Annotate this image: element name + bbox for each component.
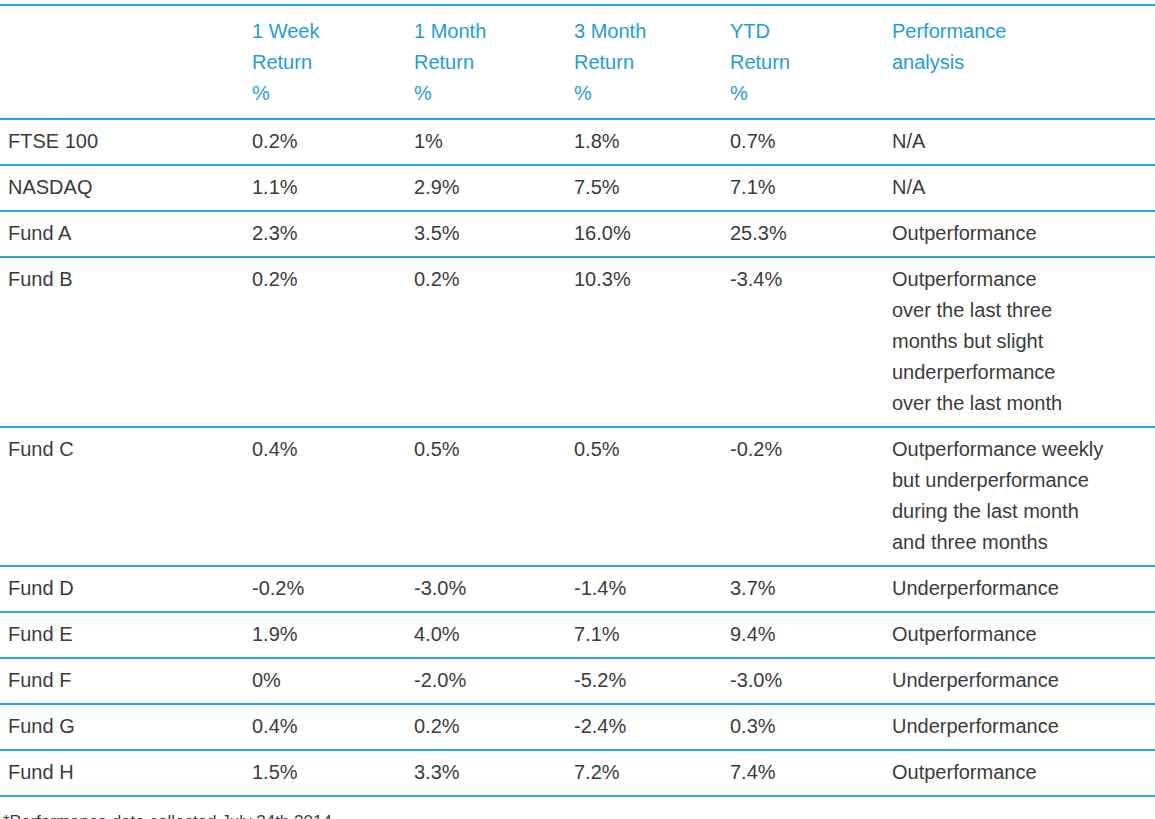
cell-performance-analysis: Outperformance	[892, 612, 1155, 658]
cell-month-return: 0.2%	[414, 704, 574, 750]
cell-week-return: 0.4%	[252, 704, 414, 750]
cell-ytd-return: 25.3%	[730, 211, 892, 257]
cell-3-month-return: 1.8%	[574, 119, 730, 165]
cell-month-return: 0.5%	[414, 427, 574, 566]
cell-ytd-return: 3.7%	[730, 566, 892, 612]
row-label: Fund E	[0, 612, 252, 658]
cell-week-return: 2.3%	[252, 211, 414, 257]
table-row-fund-e: Fund E 1.9% 4.0% 7.1% 9.4% Outperformanc…	[0, 612, 1155, 658]
cell-week-return: 1.9%	[252, 612, 414, 658]
cell-month-return: 3.5%	[414, 211, 574, 257]
cell-week-return: 1.5%	[252, 750, 414, 796]
cell-performance-analysis: N/A	[892, 165, 1155, 211]
cell-3-month-return: 0.5%	[574, 427, 730, 566]
col-header-3-month-return: 3 Month Return %	[574, 5, 730, 119]
row-label: NASDAQ	[0, 165, 252, 211]
table-row-fund-d: Fund D -0.2% -3.0% -1.4% 3.7% Underperfo…	[0, 566, 1155, 612]
cell-performance-analysis: Underperformance	[892, 566, 1155, 612]
cell-performance-analysis: N/A	[892, 119, 1155, 165]
cell-ytd-return: 7.1%	[730, 165, 892, 211]
cell-3-month-return: 10.3%	[574, 257, 730, 427]
cell-month-return: -2.0%	[414, 658, 574, 704]
cell-ytd-return: 7.4%	[730, 750, 892, 796]
cell-week-return: -0.2%	[252, 566, 414, 612]
cell-3-month-return: -2.4%	[574, 704, 730, 750]
cell-month-return: 1%	[414, 119, 574, 165]
row-label: Fund F	[0, 658, 252, 704]
table-row-fund-f: Fund F 0% -2.0% -5.2% -3.0% Underperform…	[0, 658, 1155, 704]
cell-week-return: 0.2%	[252, 119, 414, 165]
footnote: *Performance data collected July 24th 20…	[0, 812, 1155, 819]
cell-month-return: -3.0%	[414, 566, 574, 612]
col-header-1-week-return: 1 Week Return %	[252, 5, 414, 119]
cell-month-return: 0.2%	[414, 257, 574, 427]
row-label: Fund G	[0, 704, 252, 750]
col-header-1-month-return: 1 Month Return %	[414, 5, 574, 119]
cell-3-month-return: 16.0%	[574, 211, 730, 257]
header-row: 1 Week Return % 1 Month Return % 3 Month…	[0, 5, 1155, 119]
row-label: FTSE 100	[0, 119, 252, 165]
cell-week-return: 0%	[252, 658, 414, 704]
row-label: Fund A	[0, 211, 252, 257]
cell-performance-analysis: Outperformance over the last three month…	[892, 257, 1155, 427]
cell-week-return: 0.2%	[252, 257, 414, 427]
cell-3-month-return: -1.4%	[574, 566, 730, 612]
cell-month-return: 4.0%	[414, 612, 574, 658]
table-row-fund-h: Fund H 1.5% 3.3% 7.2% 7.4% Outperformanc…	[0, 750, 1155, 796]
cell-3-month-return: 7.2%	[574, 750, 730, 796]
table-row-fund-a: Fund A 2.3% 3.5% 16.0% 25.3% Outperforma…	[0, 211, 1155, 257]
cell-week-return: 1.1%	[252, 165, 414, 211]
cell-performance-analysis: Outperformance	[892, 750, 1155, 796]
cell-3-month-return: 7.1%	[574, 612, 730, 658]
cell-ytd-return: 0.7%	[730, 119, 892, 165]
cell-ytd-return: -3.4%	[730, 257, 892, 427]
row-label: Fund C	[0, 427, 252, 566]
cell-month-return: 3.3%	[414, 750, 574, 796]
col-header-blank	[0, 5, 252, 119]
cell-ytd-return: -0.2%	[730, 427, 892, 566]
cell-performance-analysis: Outperformance	[892, 211, 1155, 257]
col-header-ytd-return: YTD Return %	[730, 5, 892, 119]
cell-performance-analysis: Outperformance weekly but underperforman…	[892, 427, 1155, 566]
cell-3-month-return: 7.5%	[574, 165, 730, 211]
cell-performance-analysis: Underperformance	[892, 704, 1155, 750]
cell-ytd-return: 0.3%	[730, 704, 892, 750]
table-row-fund-b: Fund B 0.2% 0.2% 10.3% -3.4% Outperforma…	[0, 257, 1155, 427]
cell-ytd-return: 9.4%	[730, 612, 892, 658]
row-label: Fund H	[0, 750, 252, 796]
row-label: Fund B	[0, 257, 252, 427]
cell-performance-analysis: Underperformance	[892, 658, 1155, 704]
performance-table: 1 Week Return % 1 Month Return % 3 Month…	[0, 4, 1155, 797]
table-row-fund-g: Fund G 0.4% 0.2% -2.4% 0.3% Underperform…	[0, 704, 1155, 750]
table-row-nasdaq: NASDAQ 1.1% 2.9% 7.5% 7.1% N/A	[0, 165, 1155, 211]
table-row-ftse-100: FTSE 100 0.2% 1% 1.8% 0.7% N/A	[0, 119, 1155, 165]
row-label: Fund D	[0, 566, 252, 612]
cell-month-return: 2.9%	[414, 165, 574, 211]
document-page: 1 Week Return % 1 Month Return % 3 Month…	[0, 0, 1155, 819]
cell-ytd-return: -3.0%	[730, 658, 892, 704]
cell-3-month-return: -5.2%	[574, 658, 730, 704]
table-row-fund-c: Fund C 0.4% 0.5% 0.5% -0.2% Outperforman…	[0, 427, 1155, 566]
col-header-performance-analysis: Performance analysis	[892, 5, 1155, 119]
cell-week-return: 0.4%	[252, 427, 414, 566]
